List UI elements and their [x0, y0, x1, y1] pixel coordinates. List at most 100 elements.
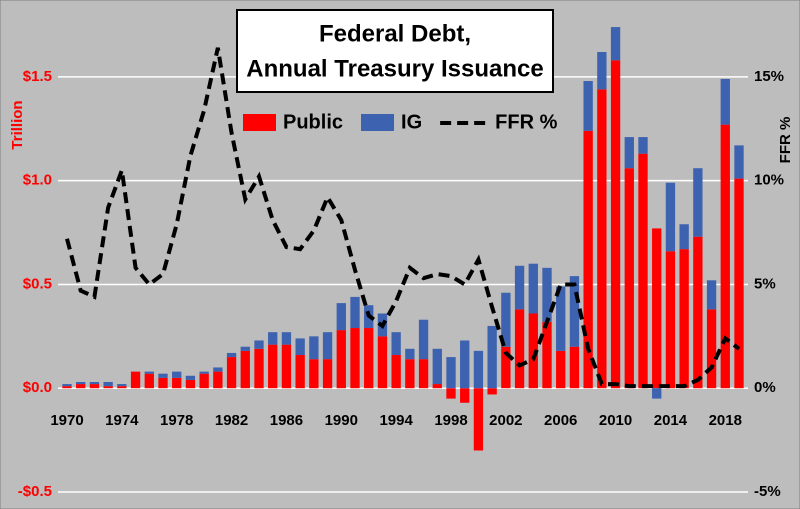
bar [665, 182, 676, 252]
bar [281, 344, 292, 389]
bar [569, 346, 580, 389]
bar [172, 377, 182, 389]
x-tick-label: 1974 [105, 412, 139, 429]
bar [144, 371, 154, 374]
bar [185, 375, 196, 380]
bar [734, 178, 744, 389]
bar [254, 340, 264, 349]
legend-swatch [361, 114, 395, 131]
line [65, 47, 741, 389]
bar [322, 359, 333, 389]
y2-tick-label: 15% [754, 68, 784, 85]
bar [542, 267, 552, 322]
x-tick-label: 2002 [489, 412, 522, 429]
bar [405, 359, 415, 389]
y-tick-label: $0.5 [23, 275, 52, 292]
legend-label: Public [283, 111, 343, 133]
bar [652, 388, 662, 399]
bar [309, 336, 319, 360]
x-tick-label: 1978 [160, 412, 193, 429]
bar [693, 168, 703, 237]
bar [460, 388, 470, 403]
bar [501, 292, 511, 347]
bar [391, 332, 401, 356]
bar [185, 379, 196, 389]
bar [62, 386, 72, 389]
bar [89, 381, 100, 385]
bar [213, 367, 223, 372]
bar [336, 330, 346, 389]
bar [556, 286, 566, 351]
bar [501, 346, 511, 389]
bar [103, 381, 113, 387]
bar [350, 296, 360, 329]
bar [130, 371, 141, 389]
bar [432, 348, 442, 385]
bar [706, 309, 717, 389]
legend-label: IG [401, 111, 422, 133]
bar [679, 224, 689, 250]
bar [117, 386, 127, 389]
bar [322, 332, 333, 360]
bar [158, 373, 168, 378]
x-tick-label: 2010 [599, 412, 632, 429]
bar [226, 352, 237, 358]
bar [734, 145, 744, 179]
bar [514, 265, 525, 310]
bar [117, 384, 127, 387]
bar [268, 344, 278, 389]
legend-swatch [243, 114, 276, 131]
bar [446, 388, 456, 399]
bar [158, 377, 168, 389]
bar [638, 137, 648, 154]
bar [528, 313, 538, 389]
bar [240, 346, 250, 351]
bar [556, 350, 566, 389]
bar [350, 328, 360, 389]
bar [199, 371, 209, 374]
bar [62, 384, 72, 387]
bar [377, 336, 388, 389]
y-tick-label: -$0.5 [18, 483, 52, 500]
x-tick-label: 1970 [50, 412, 83, 429]
bar [514, 309, 525, 389]
x-tick-label: 1990 [325, 412, 358, 429]
y2-tick-label: 10% [754, 172, 784, 189]
bar [597, 51, 607, 90]
bar [583, 130, 593, 389]
bar [610, 27, 621, 61]
x-tick-label: 2006 [544, 412, 577, 429]
bar [665, 251, 676, 389]
bar [706, 280, 717, 310]
bar [76, 384, 86, 389]
title-box [236, 9, 554, 93]
x-tick-label: 2018 [709, 412, 742, 429]
y-axis-label: Trillion [9, 100, 26, 149]
bar [528, 263, 538, 314]
x-tick-label: 1986 [270, 412, 303, 429]
bar [103, 386, 113, 389]
chart-title: Annual Treasury Issuance [246, 55, 543, 82]
bar [432, 384, 442, 389]
bar [418, 359, 429, 389]
bar [473, 350, 484, 389]
bar [309, 359, 319, 389]
bar [487, 388, 497, 395]
bar [569, 276, 580, 347]
bar [76, 381, 86, 385]
bar [624, 137, 634, 169]
bar [693, 236, 703, 389]
bar [720, 124, 730, 389]
bar [597, 89, 607, 389]
x-tick-label: 2014 [654, 412, 688, 429]
bar [473, 388, 484, 451]
bar [460, 340, 470, 389]
bar [610, 60, 621, 389]
bar [144, 373, 154, 389]
bar [542, 321, 552, 389]
bar [418, 319, 429, 360]
y2-axis-label: FFR % [777, 117, 794, 164]
y2-tick-label: 5% [754, 275, 776, 292]
bar [281, 332, 292, 345]
bar [487, 325, 497, 389]
